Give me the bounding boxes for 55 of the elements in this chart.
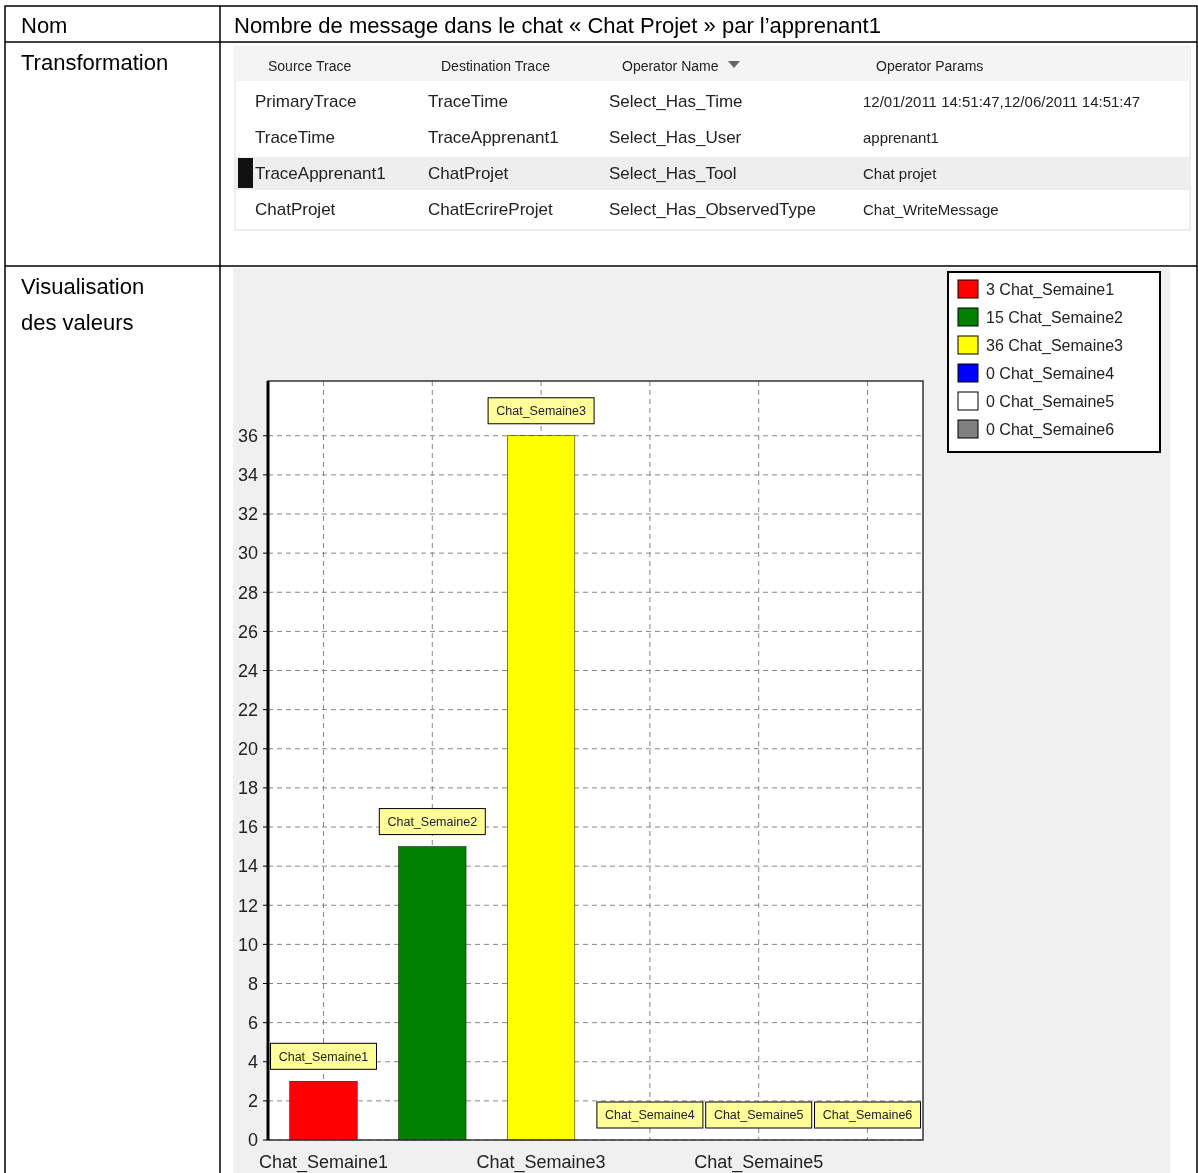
y-tick-label: 12 bbox=[237, 895, 258, 916]
y-tick-label: 22 bbox=[237, 699, 258, 720]
text: ChatProjet bbox=[428, 164, 509, 183]
category-label: Chat_Semaine1 bbox=[278, 1049, 369, 1064]
x-tick-label: Chat_Semaine2 bbox=[387, 814, 478, 829]
category-label: Chat_Semaine3 bbox=[496, 404, 586, 419]
y-tick-label: 28 bbox=[237, 582, 258, 603]
y-tick-label: 24 bbox=[237, 660, 258, 681]
text: Chat projet bbox=[863, 165, 938, 182]
y-tick-label: 2 bbox=[247, 1091, 258, 1112]
y-tick-label: 32 bbox=[237, 504, 258, 525]
x-tick-label: Chat_Semaine6 bbox=[822, 1108, 913, 1123]
text: ChatEcrireProjet bbox=[428, 200, 553, 219]
y-tick-label: 26 bbox=[237, 621, 258, 642]
text: TraceApprenant1 bbox=[255, 164, 386, 183]
text: PrimaryTrace bbox=[255, 92, 357, 111]
y-tick-label: 36 bbox=[237, 426, 258, 447]
y-tick-label: 14 bbox=[237, 856, 258, 877]
text: Visualisation des valeurs bbox=[21, 274, 145, 335]
legend-label: 0 Chat_Semaine6 bbox=[986, 420, 1115, 439]
y-tick-label: 20 bbox=[237, 739, 258, 760]
text: Transformation bbox=[21, 50, 169, 75]
y-tick-label: 34 bbox=[237, 465, 258, 486]
x-tick-label: Chat_Semaine5 bbox=[713, 1108, 804, 1123]
source-note: Source Trace bbox=[268, 58, 352, 74]
text: 12/01/2011 14:51:47,12/06/2011 14:51:47 bbox=[863, 93, 1141, 110]
text: Operator Name bbox=[622, 58, 719, 74]
y-tick-label: 8 bbox=[247, 973, 258, 994]
y-tick-label: 10 bbox=[237, 934, 258, 955]
y-tick-label: 6 bbox=[247, 1012, 258, 1033]
text: Operator Params bbox=[876, 58, 984, 74]
text: TraceTime bbox=[255, 128, 335, 147]
text: apprenant1 bbox=[863, 129, 939, 146]
text: TraceTime bbox=[428, 92, 508, 111]
y-tick-label: 0 bbox=[247, 1130, 258, 1151]
text: ChatProjet bbox=[255, 200, 336, 219]
text: Destination Trace bbox=[441, 58, 551, 74]
chart-title: Nombre de message dans le chat « Chat Projet » par l’apprenant1 bbox=[234, 13, 881, 38]
y-tick-label: 30 bbox=[237, 543, 258, 564]
legend-label: 15 Chat_Semaine2 bbox=[986, 308, 1124, 327]
text: Select_Has_ObservedType bbox=[609, 200, 816, 219]
x-tick-label: Chat_Semaine4 bbox=[605, 1108, 695, 1123]
y-tick-label: 4 bbox=[247, 1052, 258, 1073]
legend-label: 3 Chat_Semaine1 bbox=[986, 280, 1115, 299]
text: Select_Has_Time bbox=[609, 92, 743, 111]
legend-label: 0 Chat_Semaine5 bbox=[986, 392, 1115, 411]
y-tick-label: 18 bbox=[237, 778, 258, 799]
text: Nom bbox=[21, 13, 68, 38]
text: TraceApprenant1 bbox=[428, 128, 559, 147]
text: Select_Has_User bbox=[609, 128, 742, 147]
y-tick-label: 16 bbox=[237, 817, 258, 838]
legend-label: 36 Chat_Semaine3 bbox=[986, 336, 1124, 355]
text: Select_Has_Tool bbox=[609, 164, 737, 183]
text: Chat_WriteMessage bbox=[863, 201, 999, 218]
legend-label: 0 Chat_Semaine4 bbox=[986, 364, 1115, 383]
